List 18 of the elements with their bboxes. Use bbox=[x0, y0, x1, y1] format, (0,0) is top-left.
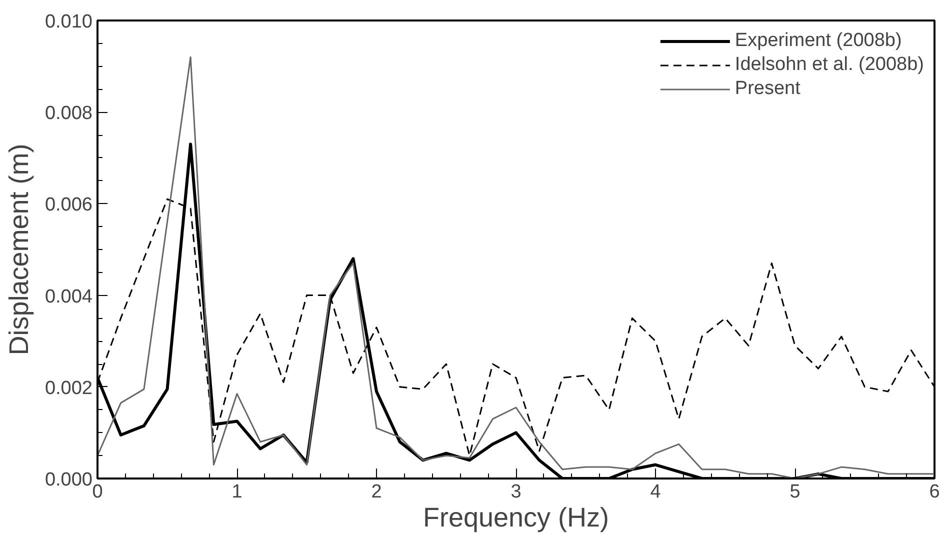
x-tick-label: 0 bbox=[92, 482, 103, 502]
x-tick-label: 3 bbox=[510, 482, 522, 502]
y-tick-label: 0.000 bbox=[44, 470, 92, 490]
x-axis-title: Frequency (Hz) bbox=[422, 502, 610, 532]
y-tick-label: 0.010 bbox=[44, 12, 92, 32]
x-tick-label: 2 bbox=[371, 482, 382, 502]
x-tick-label: 1 bbox=[232, 482, 242, 502]
x-tick-label: 6 bbox=[929, 482, 940, 502]
x-tick-label: 5 bbox=[790, 482, 800, 502]
y-tick-label: 0.004 bbox=[44, 286, 93, 308]
y-tick-label: 0.002 bbox=[44, 378, 92, 399]
y-tick-label: 0.008 bbox=[44, 103, 92, 124]
y-tick-label: 0.006 bbox=[44, 194, 92, 216]
legend-label: Experiment (2008b) bbox=[734, 30, 902, 52]
legend-label: Idelsohn et al. (2008b) bbox=[734, 54, 924, 76]
legend-label: Present bbox=[734, 78, 800, 100]
x-tick-label: 4 bbox=[650, 482, 662, 502]
y-axis-title: Displacement (m) bbox=[4, 144, 34, 356]
